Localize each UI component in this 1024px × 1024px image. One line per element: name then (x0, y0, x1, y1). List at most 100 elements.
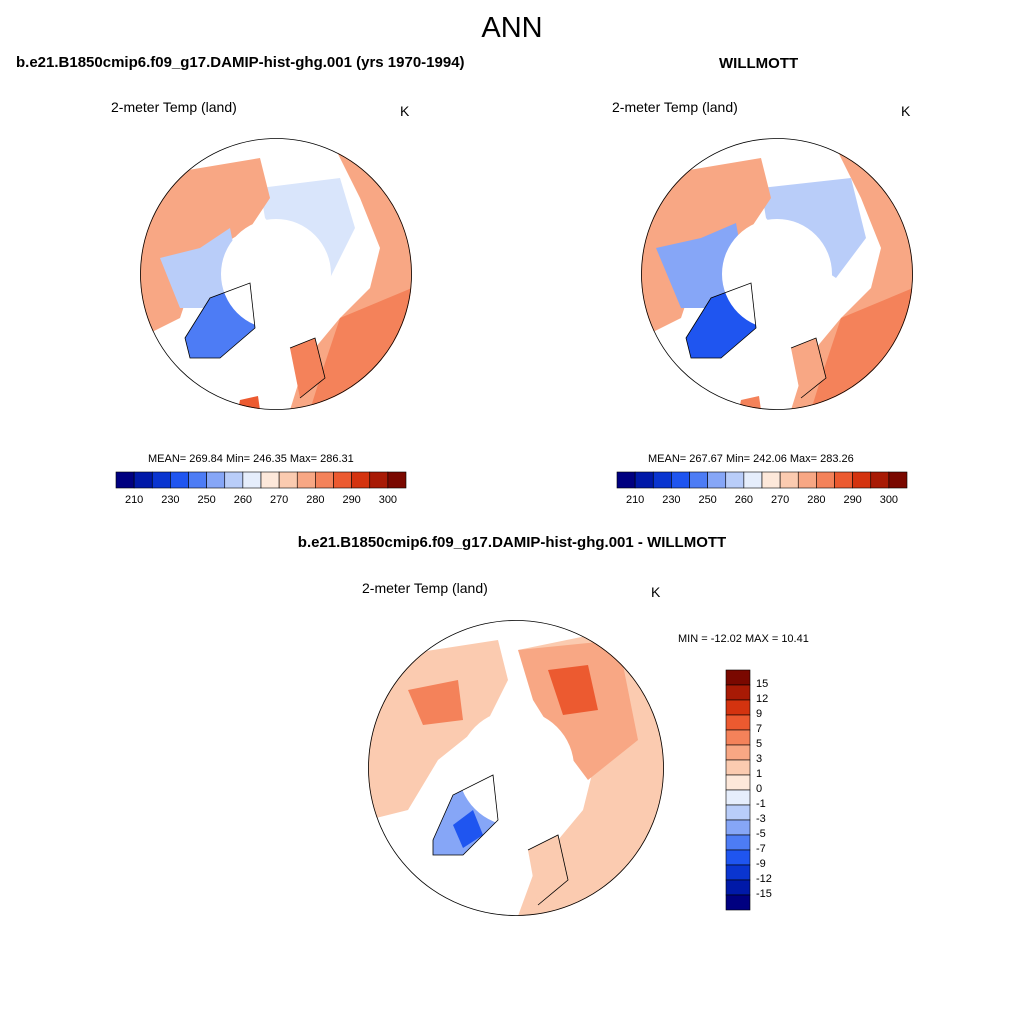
model-scandinavia-field (290, 338, 325, 398)
model-colorbar-box (369, 471, 389, 489)
model-colorbar-box (260, 471, 280, 489)
obs-colorbar-box (707, 471, 727, 489)
diff-colorbar-box (725, 864, 751, 881)
model-canada-arctic-field (160, 228, 240, 308)
figure-title: ANN (481, 12, 543, 44)
diff-colorbar-label: 5 (756, 738, 763, 750)
obs-colorbar-box (634, 471, 654, 489)
diff-colorbar-label: -3 (756, 813, 766, 825)
diff-colorbar-box (725, 804, 751, 821)
diff-scandinavia-field (528, 835, 568, 905)
obs-colorbar-label: 300 (879, 494, 899, 506)
obs-colorbar-label: 210 (625, 494, 645, 506)
model-stats: MEAN= 269.84 Min= 246.35 Max= 286.31 (148, 453, 354, 465)
obs-colorbar-box (743, 471, 763, 489)
diff-colorbar (725, 669, 751, 911)
model-colorbar-label: 230 (161, 494, 180, 506)
obs-colorbar-ticks: 210 230 250 260 270 280 290 300 (617, 494, 907, 508)
model-colorbar-label: 270 (269, 494, 289, 506)
diff-colorbar-box (725, 744, 751, 761)
diff-stats: MIN = -12.02 MAX = 10.41 (678, 633, 809, 645)
obs-stats: MEAN= 267.67 Min= 242.06 Max= 283.26 (648, 453, 854, 465)
model-units-label: K (400, 103, 410, 119)
obs-colorbar-label: 280 (807, 494, 826, 506)
model-colorbar-box (278, 471, 298, 489)
model-polar-map (140, 138, 412, 410)
diff-siberia-hotspot (548, 665, 598, 715)
obs-colorbar-label: 250 (698, 494, 717, 506)
model-colorbar-label: 300 (378, 494, 398, 506)
obs-colorbar-box (779, 471, 799, 489)
obs-units-label: K (901, 103, 911, 119)
diff-colorbar-label: -15 (756, 888, 772, 900)
model-colorbar-label: 250 (197, 494, 216, 506)
diff-colorbar-label: 12 (756, 693, 769, 705)
obs-colorbar-box (852, 471, 872, 489)
diff-colorbar-box (725, 699, 751, 716)
model-colorbar-box (115, 471, 135, 489)
model-colorbar-box (170, 471, 189, 489)
diff-colorbar-label: -5 (756, 828, 766, 840)
model-colorbar-label: 280 (306, 494, 325, 506)
model-colorbar-box (351, 471, 371, 489)
obs-colorbar-box (834, 471, 853, 489)
obs-scandinavia-field (791, 338, 826, 398)
diff-greenland-coldspot (453, 810, 483, 848)
diff-polar-map (368, 620, 664, 916)
obs-colorbar-label: 230 (662, 494, 681, 506)
diff-colorbar-label: 0 (756, 783, 763, 795)
model-colorbar-box (242, 471, 262, 489)
obs-polar-map (641, 138, 913, 410)
model-colorbar-box (133, 471, 153, 489)
model-colorbar-box (333, 471, 352, 489)
model-colorbar-label: 260 (233, 494, 253, 506)
diff-colorbar-label: -1 (756, 798, 766, 810)
obs-colorbar-box (616, 471, 636, 489)
obs-colorbar-label: 260 (734, 494, 754, 506)
obs-panel-title: WILLMOTT (719, 55, 799, 72)
model-colorbar-box (224, 471, 244, 489)
obs-colorbar-box (816, 471, 835, 489)
obs-colorbar (616, 471, 908, 489)
obs-colorbar-box (689, 471, 708, 489)
model-colorbar-ticks: 210 230 250 260 270 280 290 300 (116, 494, 406, 508)
diff-colorbar-box (725, 834, 751, 851)
model-colorbar-box (296, 471, 316, 489)
obs-siberia-field (761, 178, 866, 278)
diff-colorbar-label: 1 (756, 768, 763, 780)
diff-colorbar-box (725, 879, 751, 896)
diff-alaska-hotspot (408, 680, 463, 725)
model-colorbar-box (315, 471, 334, 489)
obs-colorbar-label: 270 (770, 494, 790, 506)
diff-colorbar-label: -7 (756, 843, 766, 855)
diff-units-label: K (651, 584, 661, 600)
diff-colorbar-box (725, 729, 751, 746)
diff-colorbar-box (725, 894, 751, 911)
diff-colorbar-box (725, 714, 751, 731)
model-colorbar-label: 290 (342, 494, 361, 506)
diff-variable-label: 2-meter Temp (land) (362, 580, 488, 596)
model-siberia-field (260, 178, 355, 278)
obs-colorbar-box (761, 471, 781, 489)
obs-colorbar-box (652, 471, 672, 489)
diff-colorbar-box (725, 669, 751, 686)
model-colorbar-box (387, 471, 407, 489)
diff-north-america-field (368, 640, 508, 820)
model-colorbar-label: 210 (124, 494, 144, 506)
diff-colorbar-label: 3 (756, 753, 763, 765)
obs-colorbar-box (870, 471, 890, 489)
obs-colorbar-label: 290 (843, 494, 862, 506)
diff-colorbar-box (725, 789, 751, 806)
diff-colorbar-box (725, 849, 751, 866)
diff-colorbar-label: 9 (756, 708, 763, 720)
diff-colorbar-label: -9 (756, 858, 766, 870)
obs-colorbar-box (888, 471, 908, 489)
model-panel-title: b.e21.B1850cmip6.f09_g17.DAMIP-hist-ghg.… (16, 54, 465, 71)
diff-colorbar-ticks: 15 12 9 7 5 3 1 0 -1 -3 -5 -7 -9 -12 -15 (756, 670, 796, 910)
diff-colorbar-label: -12 (756, 873, 772, 885)
diff-colorbar-box (725, 684, 751, 701)
diff-colorbar-label: 15 (756, 678, 769, 690)
obs-colorbar-box (671, 471, 690, 489)
diff-colorbar-box (725, 819, 751, 836)
model-variable-label: 2-meter Temp (land) (111, 99, 237, 115)
